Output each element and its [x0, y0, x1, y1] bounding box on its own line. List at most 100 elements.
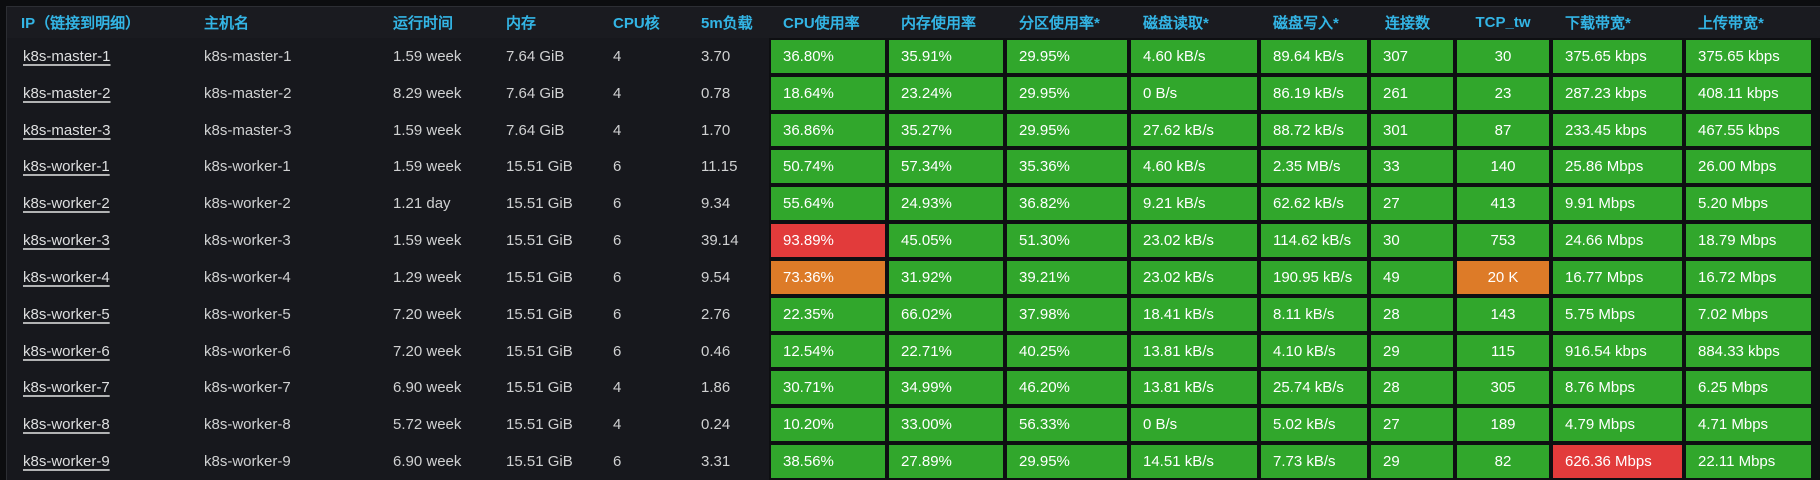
- value-chip-download: 8.76 Mbps: [1553, 371, 1682, 405]
- cell-hostname: k8s-worker-8: [204, 416, 291, 434]
- cell-load5m: 11.15: [701, 158, 738, 176]
- cell-load5m: 1.86: [701, 379, 731, 397]
- table-row: k8s-worker-9 k8s-worker-9 6.90 week 15.51 G…: [7, 443, 1820, 480]
- cell-disk_read: 0 B/s: [1129, 406, 1259, 444]
- ip-link[interactable]: k8s-worker-2: [23, 195, 110, 213]
- header-mem_usage[interactable]: 内存使用率: [901, 15, 977, 32]
- cell-download: 9.91 Mbps: [1551, 185, 1684, 223]
- header-part_usage[interactable]: 分区使用率*: [1019, 15, 1100, 32]
- cell-connections: 28: [1369, 295, 1455, 333]
- value-chip-cpu_usage: 55.64%: [771, 187, 885, 221]
- cell-disk_write: 88.72 kB/s: [1259, 111, 1369, 149]
- header-uptime[interactable]: 运行时间: [393, 15, 454, 32]
- table-row: k8s-worker-1 k8s-worker-1 1.59 week 15.51 G…: [7, 148, 1820, 186]
- cell-cores: 6: [613, 158, 622, 176]
- value-chip-disk_write: 2.35 MB/s: [1261, 150, 1367, 184]
- cell-memory: 15.51 GiB: [506, 158, 573, 176]
- cell-tcp_tw: 82: [1455, 443, 1551, 480]
- cell-ip: k8s-worker-3: [7, 222, 184, 259]
- ip-link[interactable]: k8s-master-3: [23, 121, 111, 139]
- cell-mem_usage: 23.24%: [887, 74, 1005, 112]
- header-memory[interactable]: 内存: [506, 15, 537, 32]
- ip-link[interactable]: k8s-worker-3: [23, 232, 110, 250]
- cell-cpu_usage: 18.64%: [769, 74, 887, 112]
- value-chip-connections: 29: [1371, 334, 1453, 368]
- cell-memory: 7.64 GiB: [506, 84, 565, 102]
- cell-disk_read: 13.81 kB/s: [1129, 332, 1259, 370]
- ip-link[interactable]: k8s-worker-1: [23, 158, 110, 176]
- cell-part_usage: 29.95%: [1005, 111, 1129, 149]
- cell-part_usage: 46.20%: [1005, 369, 1129, 407]
- header-connections[interactable]: 连接数: [1385, 15, 1431, 32]
- value-chip-part_usage: 46.20%: [1007, 371, 1127, 405]
- cell-download: 375.65 kbps: [1551, 38, 1684, 75]
- header-ip[interactable]: IP（链接到明细）: [21, 15, 141, 32]
- cell-download: 24.66 Mbps: [1551, 222, 1684, 259]
- cell-cores: 6: [613, 195, 622, 213]
- ip-link[interactable]: k8s-worker-6: [23, 342, 110, 360]
- header-upload[interactable]: 上传带宽*: [1698, 15, 1764, 32]
- value-chip-mem_usage: 57.34%: [889, 150, 1003, 184]
- cell-uptime: 1.59 week: [393, 158, 462, 176]
- header-load5m[interactable]: 5m负载: [701, 15, 753, 32]
- table-row: k8s-worker-6 k8s-worker-6 7.20 week 15.51 G…: [7, 332, 1820, 370]
- header-hostname[interactable]: 主机名: [204, 15, 250, 32]
- value-chip-part_usage: 37.98%: [1007, 297, 1127, 331]
- cell-disk_read: 13.81 kB/s: [1129, 369, 1259, 407]
- cell-hostname: k8s-worker-5: [204, 305, 291, 323]
- cell-uptime: 6.90 week: [393, 379, 462, 397]
- cell-memory: 15.51 GiB: [506, 416, 573, 434]
- cell-connections: 28: [1369, 369, 1455, 407]
- cell-connections: 29: [1369, 443, 1455, 480]
- cell-tcp_tw: 189: [1455, 406, 1551, 444]
- cell-mem_usage: 33.00%: [887, 406, 1005, 444]
- value-chip-mem_usage: 22.71%: [889, 334, 1003, 368]
- value-chip-tcp_tw: 20 K: [1457, 260, 1549, 294]
- cell-memory: 15.51 GiB: [506, 305, 573, 323]
- header-cpu_usage[interactable]: CPU使用率: [783, 15, 860, 32]
- value-chip-tcp_tw: 23: [1457, 76, 1549, 110]
- value-chip-connections: 28: [1371, 371, 1453, 405]
- cell-cores: 6: [613, 342, 622, 360]
- cell-cpu_usage: 30.71%: [769, 369, 887, 407]
- header-disk_write[interactable]: 磁盘写入*: [1273, 15, 1339, 32]
- ip-link[interactable]: k8s-worker-7: [23, 379, 110, 397]
- value-chip-disk_write: 8.11 kB/s: [1261, 297, 1367, 331]
- value-chip-disk_read: 18.41 kB/s: [1131, 297, 1257, 331]
- value-chip-connections: 301: [1371, 113, 1453, 147]
- ip-link[interactable]: k8s-worker-9: [23, 453, 110, 471]
- cell-hostname: k8s-worker-9: [204, 453, 291, 471]
- cell-download: 16.77 Mbps: [1551, 258, 1684, 296]
- ip-link[interactable]: k8s-worker-8: [23, 416, 110, 434]
- value-chip-cpu_usage: 22.35%: [771, 297, 885, 331]
- cell-mem_usage: 22.71%: [887, 332, 1005, 370]
- value-chip-part_usage: 29.95%: [1007, 76, 1127, 110]
- ip-link[interactable]: k8s-worker-4: [23, 268, 110, 286]
- cell-mem_usage: 34.99%: [887, 369, 1005, 407]
- cell-load5m: 9.54: [701, 268, 731, 286]
- ip-link[interactable]: k8s-master-1: [23, 47, 111, 65]
- cell-disk_write: 62.62 kB/s: [1259, 185, 1369, 223]
- header-download[interactable]: 下载带宽*: [1565, 15, 1631, 32]
- value-chip-part_usage: 29.95%: [1007, 113, 1127, 147]
- cell-mem_usage: 45.05%: [887, 222, 1005, 259]
- cell-disk_read: 4.60 kB/s: [1129, 38, 1259, 75]
- header-disk_read[interactable]: 磁盘读取*: [1143, 15, 1209, 32]
- header-tcp_tw[interactable]: TCP_tw: [1475, 14, 1531, 31]
- cell-upload: 4.71 Mbps: [1684, 406, 1820, 444]
- cell-upload: 5.20 Mbps: [1684, 185, 1820, 223]
- cell-download: 626.36 Mbps: [1551, 443, 1684, 480]
- ip-link[interactable]: k8s-master-2: [23, 84, 111, 102]
- cell-tcp_tw: 753: [1455, 222, 1551, 259]
- value-chip-part_usage: 39.21%: [1007, 260, 1127, 294]
- value-chip-connections: 27: [1371, 408, 1453, 442]
- cell-mem_usage: 66.02%: [887, 295, 1005, 333]
- ip-link[interactable]: k8s-worker-5: [23, 305, 110, 323]
- value-chip-part_usage: 36.82%: [1007, 187, 1127, 221]
- header-cores[interactable]: CPU核: [613, 15, 660, 32]
- value-chip-tcp_tw: 189: [1457, 408, 1549, 442]
- value-chip-disk_write: 114.62 kB/s: [1261, 224, 1367, 257]
- value-chip-disk_read: 0 B/s: [1131, 408, 1257, 442]
- value-chip-disk_read: 9.21 kB/s: [1131, 187, 1257, 221]
- cell-hostname: k8s-master-3: [204, 121, 292, 139]
